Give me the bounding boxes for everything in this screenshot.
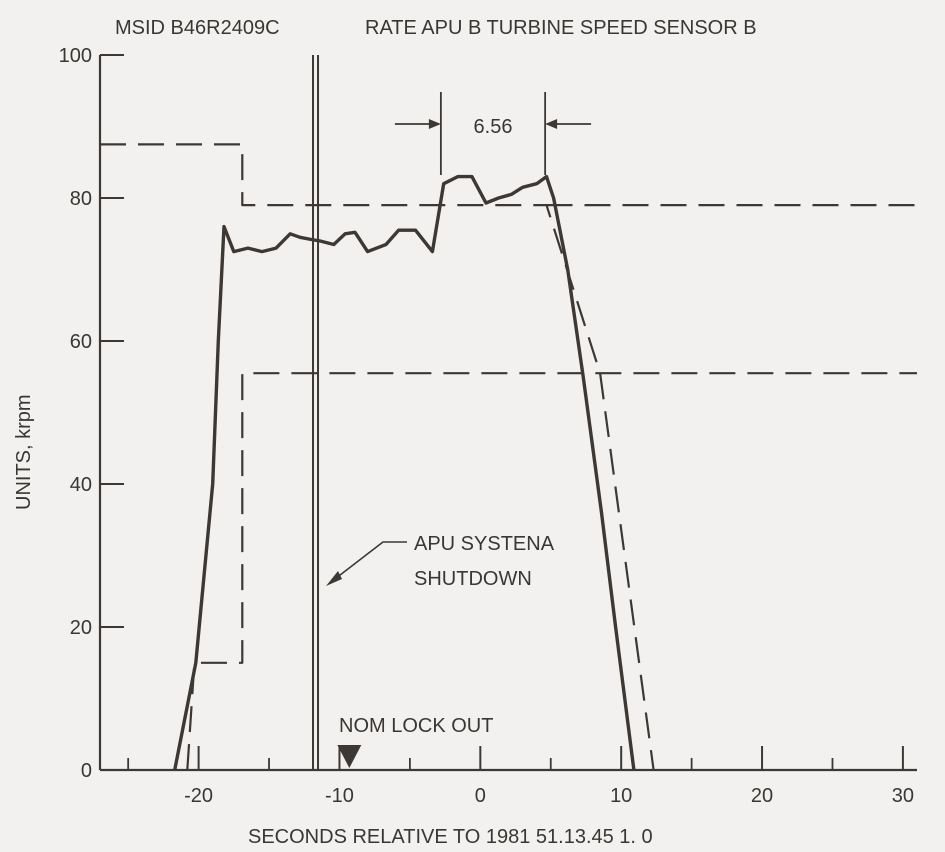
lockout-annotation: NOM LOCK OUT	[337, 715, 493, 768]
x-tick-label: 0	[475, 785, 486, 807]
interval-right-arrowhead	[545, 119, 557, 129]
interval-left-arrowhead	[429, 119, 441, 129]
y-axis-ticks: 0 20 40 60 80 100	[59, 45, 124, 782]
series-line-limit	[187, 373, 917, 770]
shutdown-leader-line	[331, 542, 407, 582]
shutdown-annotation: APU SYSTENA SHUTDOWN	[313, 55, 555, 770]
y-tick-label: 80	[70, 188, 92, 210]
x-axis-label: SECONDS RELATIVE TO 1981 51.13.45 1. 0	[248, 826, 653, 848]
series-line-limit	[100, 144, 654, 770]
interval-annotation: 6.56	[395, 92, 591, 175]
x-tick-label: 10	[610, 785, 632, 807]
y-tick-label: 60	[70, 331, 92, 353]
shutdown-label-line1: APU SYSTENA	[414, 533, 555, 555]
x-axis-ticks: -20 -10 0 10 20 30	[128, 746, 914, 807]
lockout-label: NOM LOCK OUT	[339, 715, 493, 737]
shutdown-leader-arrowhead	[326, 571, 342, 586]
y-tick-label: 0	[81, 760, 92, 782]
x-tick-label: -20	[184, 785, 213, 807]
lockout-marker-triangle	[337, 745, 361, 768]
chart-msid: MSID B46R2409C	[115, 17, 280, 39]
chart-title: RATE APU B TURBINE SPEED SENSOR B	[365, 17, 757, 39]
x-tick-label: 20	[751, 785, 773, 807]
interval-label: 6.56	[474, 116, 513, 138]
x-tick-label: 30	[892, 785, 914, 807]
series-layer	[100, 144, 917, 770]
y-axis-label: UNITS, krpm	[13, 394, 35, 510]
shutdown-label-line2: SHUTDOWN	[414, 568, 532, 590]
y-tick-label: 20	[70, 617, 92, 639]
y-tick-label: 40	[70, 474, 92, 496]
x-tick-label: -10	[325, 785, 354, 807]
y-tick-label: 100	[59, 45, 92, 67]
